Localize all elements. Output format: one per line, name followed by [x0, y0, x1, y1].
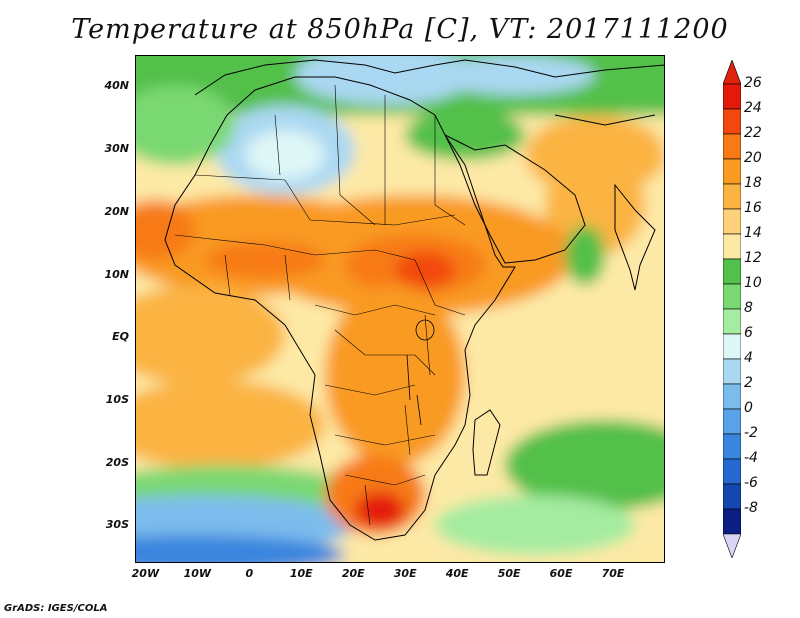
- colorbar-segment: [723, 133, 741, 160]
- colorbar-segment: [723, 208, 741, 235]
- colorbar-label: 2: [744, 375, 753, 391]
- colorbar-segment: [723, 333, 741, 360]
- colorbar-segment: [723, 508, 741, 535]
- colorbar-label: 24: [744, 100, 762, 116]
- lat-label: 10S: [105, 392, 129, 406]
- colorbar-segment: [723, 83, 741, 110]
- lon-label: 20W: [131, 567, 160, 580]
- colorbar-segment: [723, 233, 741, 260]
- lon-label: 50E: [497, 567, 521, 580]
- lat-label: 20S: [105, 455, 129, 469]
- colorbar-label: 26: [744, 75, 762, 91]
- coastline: [164, 59, 665, 541]
- lon-label: 10W: [183, 567, 212, 580]
- colorbar-label: 18: [744, 175, 762, 191]
- colorbar-segment: [723, 458, 741, 485]
- colorbar-segment: [723, 158, 741, 185]
- colorbar-label: 8: [744, 300, 753, 316]
- colorbar-segment: [723, 433, 741, 460]
- lon-label: 70E: [601, 567, 625, 580]
- lon-label: 0: [245, 567, 254, 580]
- country-borders: [174, 84, 466, 526]
- colorbar-label: 0: [744, 400, 753, 416]
- temperature-field: [135, 55, 665, 563]
- colorbar-segment: [723, 183, 741, 210]
- lon-label: 60E: [549, 567, 573, 580]
- colorbar-label: 20: [744, 150, 762, 166]
- lon-label: 30E: [393, 567, 417, 580]
- colorbar-label: -2: [744, 425, 758, 441]
- colorbar-segment: [723, 483, 741, 510]
- colorbar-label: -8: [744, 500, 758, 516]
- colorbar-label: -4: [744, 450, 758, 466]
- colorbar-segment: [723, 383, 741, 410]
- colorbar-segment: [723, 408, 741, 435]
- colorbar: [723, 60, 741, 558]
- map-title: Temperature at 850hPa [C], VT: 201711120…: [71, 14, 729, 45]
- lakes: [406, 319, 435, 426]
- colorbar-segment: [723, 283, 741, 310]
- colorbar-label: 10: [744, 275, 762, 291]
- lat-label: 20N: [104, 204, 129, 218]
- colorbar-label: 16: [744, 200, 762, 216]
- colorbar-label: 14: [744, 225, 762, 241]
- lon-label: 10E: [289, 567, 313, 580]
- lat-label: 40N: [104, 79, 129, 93]
- lon-label: 40E: [445, 567, 469, 580]
- colorbar-top-arrow: [723, 60, 741, 85]
- grads-credit: GrADS: IGES/COLA: [4, 603, 108, 614]
- colorbar-bottom-arrow: [723, 533, 741, 558]
- temperature-map: [135, 55, 665, 563]
- lat-label: 10N: [104, 267, 129, 281]
- colorbar-label: 22: [744, 125, 762, 141]
- colorbar-label: 6: [744, 325, 753, 341]
- colorbar-segment: [723, 308, 741, 335]
- colorbar-segment: [723, 358, 741, 385]
- colorbar-label: -6: [744, 475, 758, 491]
- lat-label: 30S: [105, 518, 129, 532]
- colorbar-label: 12: [744, 250, 762, 266]
- lon-label: 20E: [341, 567, 365, 580]
- lat-label: 30N: [104, 142, 129, 156]
- colorbar-segment: [723, 258, 741, 285]
- lat-label: EQ: [112, 330, 129, 344]
- colorbar-segment: [723, 108, 741, 135]
- map-frame: [135, 55, 665, 563]
- colorbar-label: 4: [744, 350, 753, 366]
